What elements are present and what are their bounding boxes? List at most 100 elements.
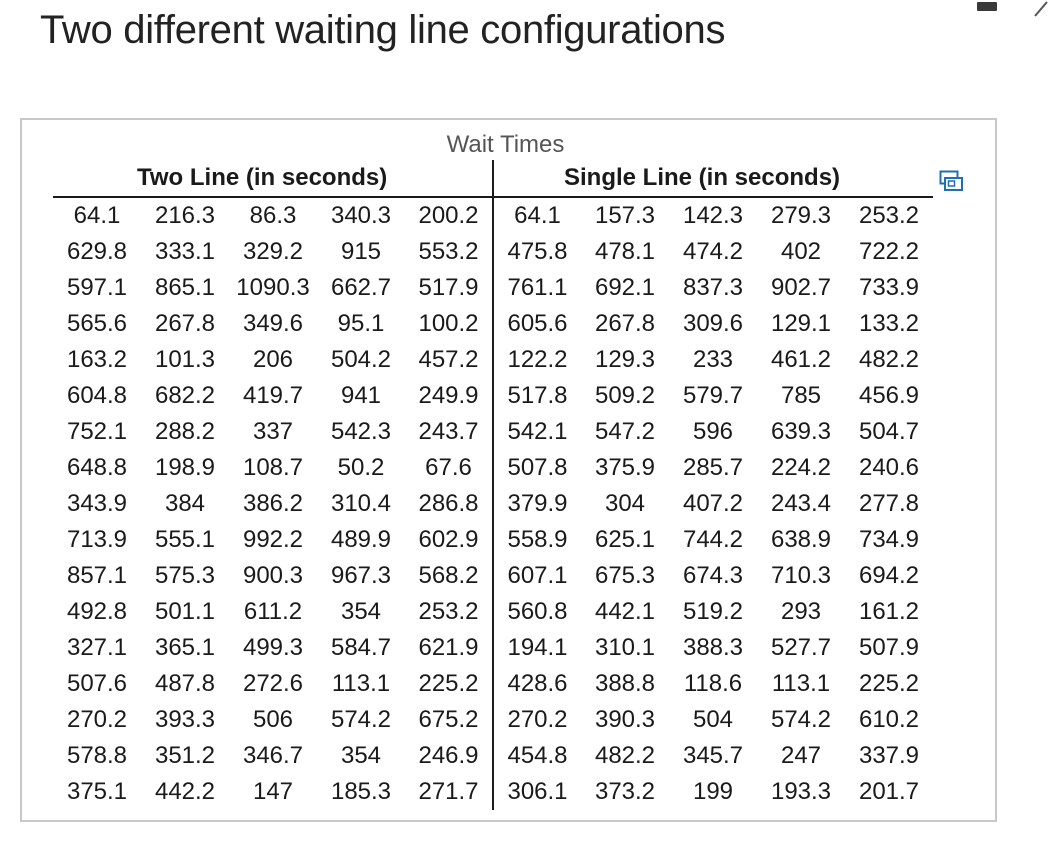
two-line-cell: 333.1 [154,238,216,265]
two-line-cell: 86.3 [249,202,297,229]
two-line-cell: 67.6 [405,450,494,486]
single-line-cell: 133.2 [858,310,920,337]
single-line-cell: 744.2 [682,526,744,553]
two-line-cell: 216.3 [154,202,216,229]
single-line-cell: 224.2 [770,454,832,481]
two-line-cell: 365.1 [154,634,216,661]
two-line-cell: 604.8 [66,382,128,409]
two-line-cell: 288.2 [154,418,216,445]
single-line-cell: 722.2 [858,238,920,265]
two-line-cell: 457.2 [405,342,494,378]
single-line-cell: 504 [692,706,734,733]
single-line-cell: 309.6 [682,310,744,337]
two-line-cell: 584.7 [330,634,392,661]
single-line-cell: 201.7 [858,778,920,805]
single-line-cell: 574.2 [770,706,832,733]
single-line-cell: 547.2 [594,418,656,445]
single-line-cell: 607.1 [507,562,568,589]
table-row: 629.8 333.1 329.2 915 553.2 475.8 478.1 474.2 40… [53,234,933,270]
table-row: 578.8 351.2 346.7 354 246.9 454.8 482.2 345.7 24… [53,738,933,774]
two-line-cell: 568.2 [405,558,494,594]
two-line-cell: 517.9 [405,270,494,306]
two-line-cell: 100.2 [405,306,494,342]
single-line-cell: 306.1 [507,778,568,805]
two-line-cell: 198.9 [154,454,216,481]
two-line-cell: 246.9 [405,738,494,774]
single-line-cell: 304 [604,490,646,517]
two-line-cell: 95.1 [337,310,385,337]
two-line-cell: 682.2 [154,382,216,409]
two-line-cell: 286.8 [405,486,494,522]
table-row: 492.8 501.1 611.2 354 253.2 560.8 442.1 519.2 29… [53,594,933,630]
single-line-cell: 454.8 [507,742,568,769]
single-line-cell: 407.2 [682,490,744,517]
single-line-cell: 625.1 [594,526,656,553]
two-line-cell: 442.2 [154,778,216,805]
two-line-cell: 602.9 [405,522,494,558]
table-header-row: Two Line (in seconds) Single Line (in se… [53,160,934,198]
two-line-cell: 225.2 [405,666,494,702]
two-line-cell: 915 [340,238,382,265]
two-line-cell: 489.9 [330,526,392,553]
single-line-cell: 734.9 [858,526,920,553]
table-row: 507.6 487.8 272.6 113.1 225.2 428.6 388.8 118.6… [53,666,933,702]
single-line-cell: 605.6 [507,310,568,337]
two-line-cell: 253.2 [405,594,494,630]
single-line-cell: 379.9 [507,490,568,517]
single-line-cell: 675.3 [594,562,656,589]
single-line-cell: 837.3 [682,274,744,301]
single-line-cell: 113.1 [771,670,831,697]
single-line-cell: 478.1 [594,238,656,265]
single-line-cell: 157.3 [594,202,656,229]
two-line-cell: 163.2 [66,346,128,373]
single-line-cell: 279.3 [770,202,832,229]
two-line-cell: 354 [340,598,382,625]
single-line-cell: 461.2 [770,346,832,373]
single-line-cell: 475.8 [507,238,568,265]
two-line-cell: 343.9 [66,490,128,517]
table-row: 648.8 198.9 108.7 50.2 67.6 507.8 375.9 285.7 22… [53,450,933,486]
two-line-cell: 351.2 [154,742,216,769]
single-line-cell: 519.2 [682,598,744,625]
single-line-cell: 129.3 [594,346,656,373]
single-line-cell: 142.3 [682,202,744,229]
single-line-cell: 694.2 [858,562,920,589]
single-line-cell: 310.1 [594,634,656,661]
single-line-cell: 225.2 [858,670,920,697]
single-line-cell: 474.2 [682,238,744,265]
two-line-cell: 611.2 [243,598,303,625]
two-line-cell: 206 [252,346,294,373]
single-line-cell: 122.2 [507,346,568,373]
single-line-cell: 674.3 [682,562,744,589]
two-line-cell: 310.4 [330,490,392,517]
table-row: 375.1 442.2 147 185.3 271.7 306.1 373.2 199 193.… [53,774,933,810]
single-line-cell: 558.9 [507,526,568,553]
two-line-cell: 662.7 [330,274,392,301]
single-line-cell: 270.2 [507,706,568,733]
single-line-cell: 442.1 [594,598,656,625]
two-line-cell: 64.1 [73,202,121,229]
two-line-cell: 941 [340,382,382,409]
page-title: Two different waiting line configuration… [40,8,726,52]
wait-times-table: Two Line (in seconds) Single Line (in se… [53,160,934,810]
single-line-cell: 428.6 [507,670,568,697]
two-line-cell: 752.1 [66,418,128,445]
copy-table-icon[interactable] [939,170,963,192]
single-line-cell: 161.2 [858,598,920,625]
single-line-cell: 639.3 [770,418,832,445]
two-line-cell: 713.9 [66,526,128,553]
two-line-cell: 542.3 [330,418,392,445]
single-line-cell: 761.1 [507,274,568,301]
single-line-cell: 373.2 [594,778,656,805]
chevron-icon[interactable] [1034,0,1048,18]
two-line-cell: 108.7 [242,454,304,481]
single-line-cell: 243.4 [770,490,832,517]
two-line-cell: 504.2 [330,346,392,373]
table-row: 604.8 682.2 419.7 941 249.9 517.8 509.2 579.7 78… [53,378,933,414]
two-line-cell: 648.8 [66,454,128,481]
minimize-icon[interactable] [977,2,997,11]
single-line-cell: 388.3 [682,634,744,661]
two-line-cell: 243.7 [405,414,494,450]
two-line-cell: 329.2 [242,238,304,265]
single-line-cell: 456.9 [858,382,920,409]
